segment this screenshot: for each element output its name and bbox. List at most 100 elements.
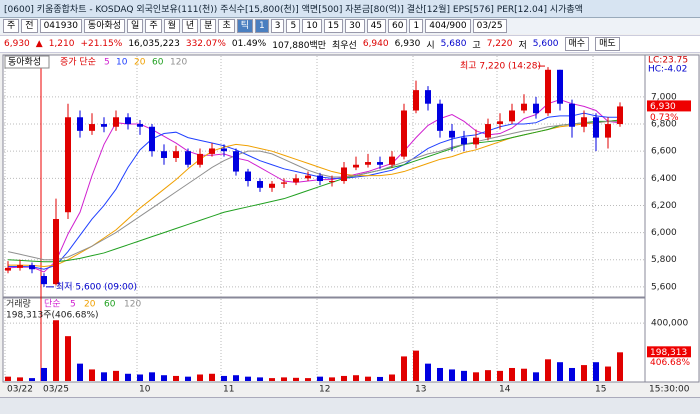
volume-bar <box>185 376 191 381</box>
volume-bar <box>317 376 323 381</box>
legend-entry: 5 <box>70 300 76 310</box>
toolbar-button[interactable]: 041930 <box>39 19 82 33</box>
volume-bar <box>329 377 335 381</box>
candle-body <box>617 106 623 125</box>
volume-bar <box>125 373 131 381</box>
volume-bar <box>401 356 407 381</box>
legend-entry: 10 <box>116 58 128 68</box>
last-price-box <box>647 100 691 112</box>
candle-body <box>593 117 599 138</box>
candle-body <box>557 69 563 104</box>
toolbar-button[interactable]: 년 <box>181 19 199 33</box>
chart: 5,600 5,800 6,000 6,200 6,400 6,600 6,800 7,000… <box>2 54 700 395</box>
candle-body <box>209 148 215 154</box>
info-field: 6,940 <box>362 39 389 49</box>
toolbar-button[interactable]: 주 <box>145 19 162 33</box>
candle-body <box>341 167 347 182</box>
info-field: +21.15% <box>80 39 123 49</box>
x-tick-label: 15 <box>595 385 606 395</box>
info-field: 1,210 <box>48 39 75 49</box>
ma-line <box>8 112 620 270</box>
toolbar-button[interactable]: 60 <box>388 19 408 33</box>
candle-body <box>41 276 47 285</box>
last-volume-label: 198,313 <box>650 348 687 358</box>
volume-bar <box>29 378 35 381</box>
y-tick-label: 7,000 <box>651 92 677 102</box>
order-button[interactable]: 매도 <box>595 37 620 51</box>
toolbar-button[interactable]: 1 <box>255 19 269 33</box>
volume-bar <box>173 375 179 381</box>
toolbar-button[interactable]: 주 <box>3 19 20 33</box>
toolbar-button[interactable]: 15 <box>323 19 344 33</box>
candle-body <box>473 137 479 145</box>
toolbar-button[interactable]: 03/25 <box>472 19 507 33</box>
x-tick-label: 14 <box>499 385 511 395</box>
volume-bar <box>605 366 611 381</box>
legend-title: 동아화성 <box>8 57 41 68</box>
x-tick-label: 12 <box>319 385 330 395</box>
volume-bar <box>617 352 623 381</box>
candle-body <box>221 148 227 152</box>
x-tick-label: 13 <box>415 385 426 395</box>
volume-bar <box>137 374 143 381</box>
candle-body <box>545 69 551 114</box>
candle-body <box>89 124 95 131</box>
scrollbar[interactable] <box>0 397 700 414</box>
candle-body <box>101 124 107 127</box>
candle-body <box>293 178 299 183</box>
y-tick-label: 6,800 <box>651 120 677 130</box>
y-tick-label: 5,600 <box>651 282 677 292</box>
toolbar-button[interactable]: 월 <box>163 19 180 33</box>
candle-body <box>485 124 491 138</box>
candle-body <box>125 117 131 125</box>
toolbar-button[interactable]: 일 <box>127 19 144 33</box>
y-tick-label: 6,400 <box>651 174 677 184</box>
volume-bar <box>65 336 71 381</box>
side-label: LC:23.75 <box>648 56 688 66</box>
info-field: 5,680 <box>440 39 467 49</box>
candle-body <box>413 90 419 111</box>
toolbar-button[interactable]: 초 <box>218 19 235 33</box>
volume-bar <box>497 370 503 381</box>
info-field: 시 <box>426 40 435 51</box>
volume-bar <box>101 372 107 381</box>
toolbar-button[interactable]: 404/900 <box>425 19 471 33</box>
side-label: HC:-4.02 <box>648 65 687 75</box>
candle-body <box>365 162 371 165</box>
toolbar-button[interactable]: 분 <box>200 19 217 33</box>
ma-line <box>7 119 621 263</box>
toolbar-button[interactable]: 3 <box>270 19 285 33</box>
toolbar-button[interactable]: 동아화성 <box>83 19 126 33</box>
candle-body <box>29 265 35 270</box>
volume-bar <box>569 367 575 381</box>
candle-body <box>317 175 323 182</box>
toolbar-button[interactable]: 30 <box>345 19 365 33</box>
legend-box <box>4 55 50 69</box>
candle-body <box>113 117 119 127</box>
candle-body <box>389 156 395 165</box>
toolbar-button[interactable]: 전 <box>21 19 38 33</box>
candle-body <box>185 151 191 165</box>
toolbar-button[interactable]: 45 <box>366 19 387 33</box>
ma-line <box>7 99 621 273</box>
last-price-label: 6,930 <box>650 102 676 112</box>
volume-bar <box>41 367 47 381</box>
legend-label: 증가 단순 <box>60 57 96 68</box>
order-button[interactable]: 매수 <box>564 37 590 51</box>
toolbar-button[interactable]: 10 <box>302 19 322 33</box>
x-tick-label: 03/22 <box>7 385 33 395</box>
volume-bar <box>437 367 443 381</box>
toolbar-button[interactable]: 5 <box>286 19 301 33</box>
candle-body <box>137 124 143 127</box>
y-tick-label: 400,000 <box>651 319 688 329</box>
candle-body <box>65 117 71 213</box>
info-field: ▲ <box>35 39 43 49</box>
toolbar-button[interactable]: 1 <box>409 19 424 33</box>
volume-panel <box>2 297 646 383</box>
candle-body <box>17 265 23 268</box>
volume-bar <box>53 320 59 381</box>
x-tick-label: 11 <box>223 385 234 395</box>
candle-body <box>161 151 167 158</box>
toolbar-button[interactable]: 틱 <box>236 19 254 33</box>
candle-body <box>305 175 311 179</box>
